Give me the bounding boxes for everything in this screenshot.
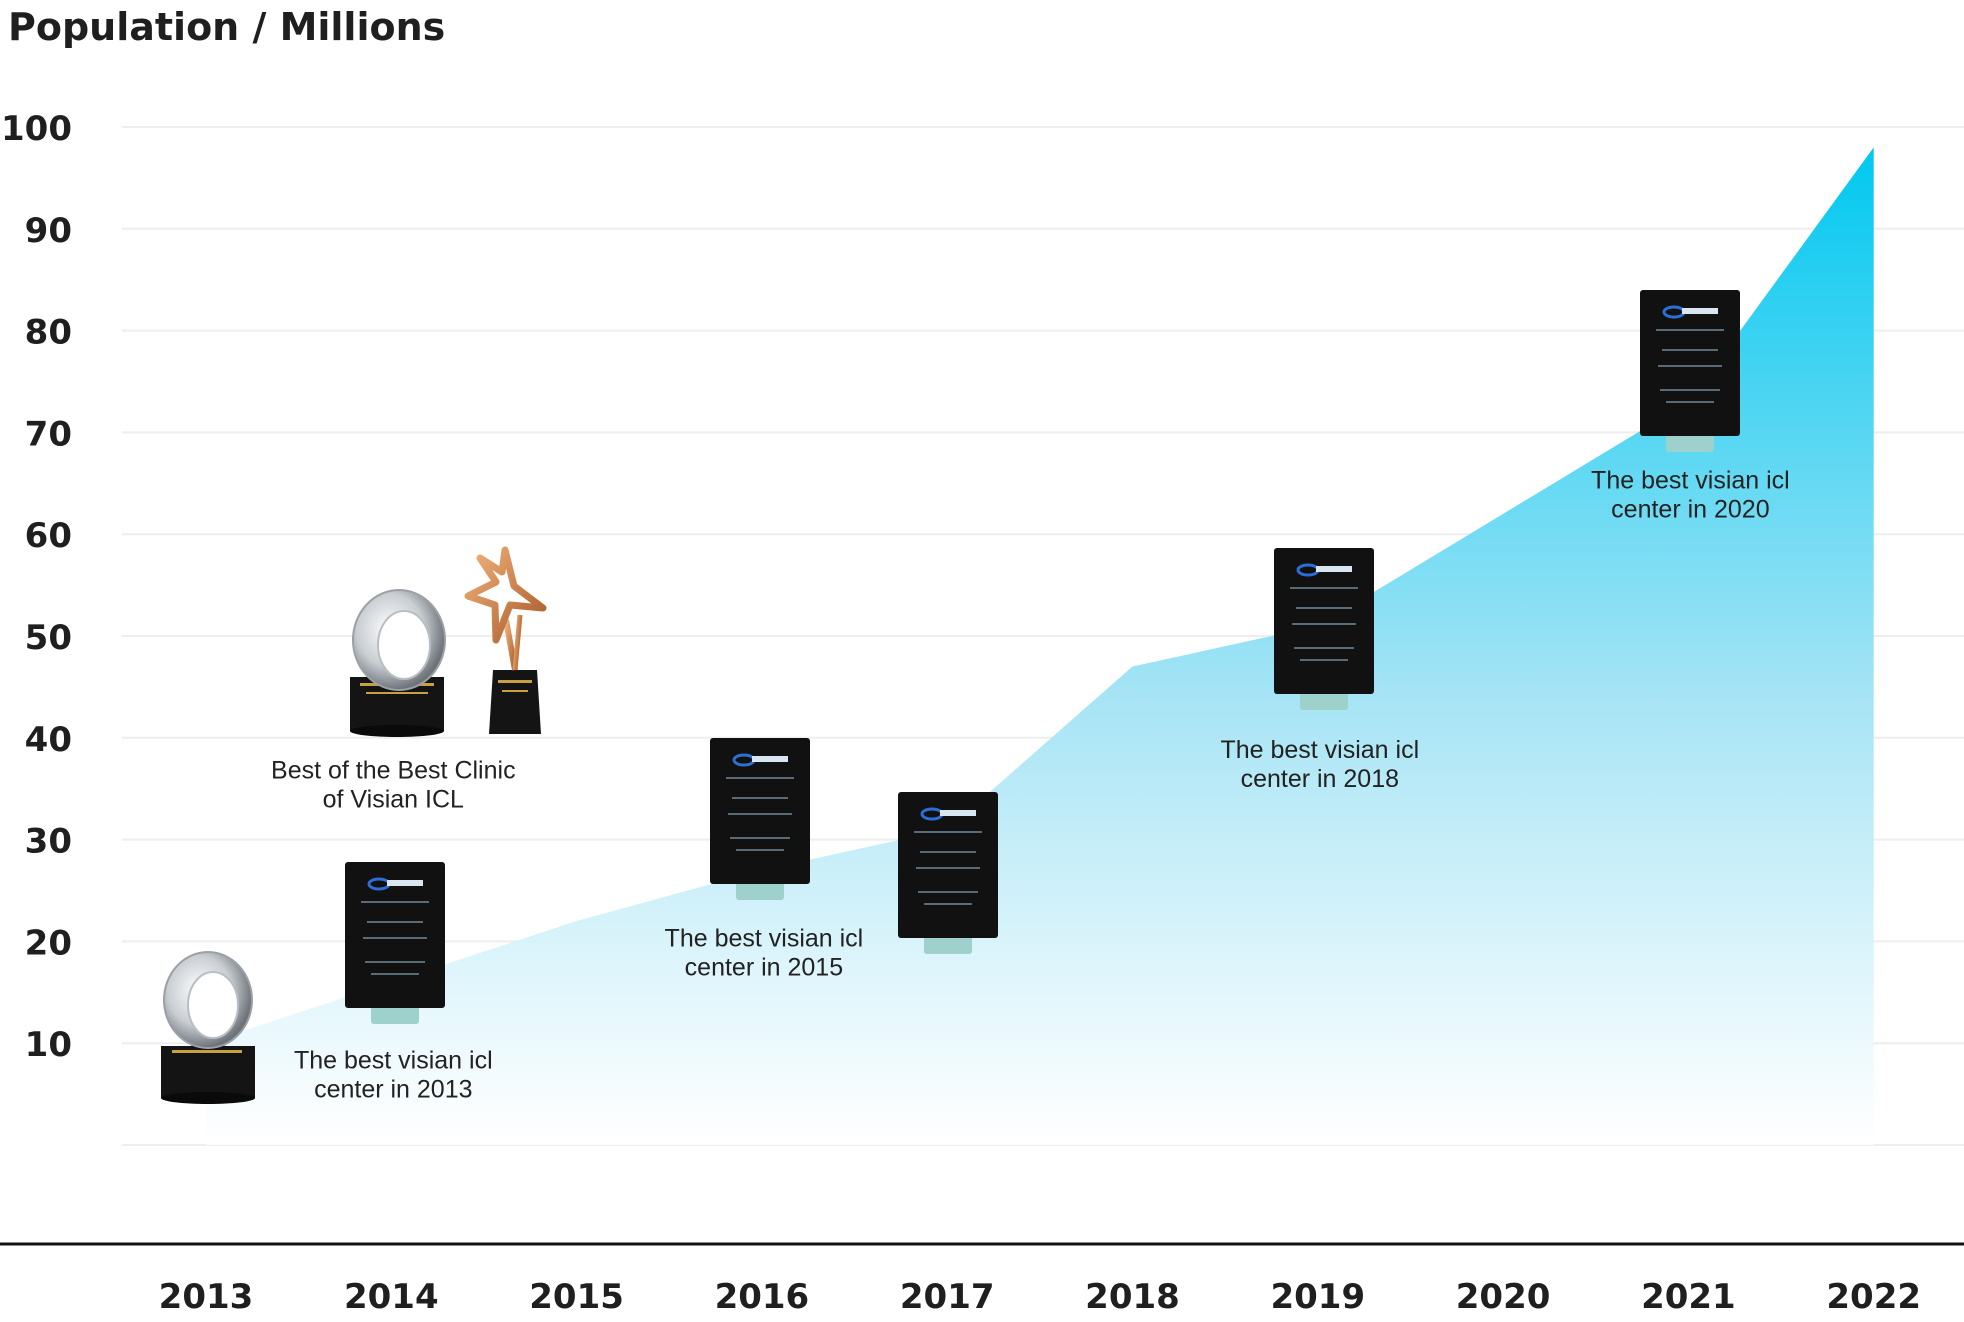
x-tick-2021: 2021: [1641, 1277, 1736, 1317]
y-tick-40: 40: [25, 720, 72, 760]
y-tick-90: 90: [25, 211, 72, 251]
x-tick-2020: 2020: [1456, 1277, 1551, 1317]
data-point-2018: [1131, 665, 1134, 668]
x-axis-ticks: 2013 2014 2015 2016 2017 2018 2019 2020 2021 2022: [159, 1277, 1921, 1317]
x-tick-2018: 2018: [1085, 1277, 1180, 1317]
data-point-2015: [575, 920, 578, 923]
annotation-best-2018: The best visian icl center in 2018: [1220, 736, 1419, 793]
annotation-line: center in 2015: [685, 953, 843, 981]
annotation-best-of-best: Best of the Best Clinic of Visian ICL: [271, 757, 516, 814]
star-trophy-award: [464, 546, 547, 734]
x-tick-2013: 2013: [159, 1277, 254, 1317]
annotation-line: center in 2013: [314, 1076, 472, 1104]
x-tick-2016: 2016: [715, 1277, 810, 1317]
annotation-best-2013: The best visian icl center in 2013: [294, 1047, 493, 1104]
y-tick-20: 20: [25, 923, 72, 963]
annotation-line: of Visian ICL: [323, 786, 464, 814]
plaque-award-2018: [1274, 548, 1374, 710]
y-axis-title: Population / Millions: [8, 5, 445, 49]
annotation-best-2015: The best visian icl center in 2015: [665, 924, 864, 981]
y-tick-30: 30: [25, 822, 72, 862]
plaque-award-2015: [710, 738, 810, 900]
annotation-line: center in 2020: [1611, 495, 1769, 523]
annotation-line: The best visian icl: [294, 1047, 493, 1075]
x-tick-2014: 2014: [344, 1277, 439, 1317]
area-series: [206, 147, 1874, 1146]
plaque-award-2020: [1640, 290, 1740, 452]
annotation-best-2020: The best visian icl center in 2020: [1591, 466, 1790, 523]
data-point-2022: [1872, 146, 1875, 149]
y-tick-60: 60: [25, 516, 72, 556]
y-axis-ticks: 10 20 30 40 50 60 70 80 90 100: [1, 109, 72, 1065]
glass-award-2014: [350, 589, 446, 737]
visian-plaque-awards: [345, 290, 1740, 1024]
annotation-line: The best visian icl: [665, 924, 864, 952]
data-series: [206, 146, 1875, 1146]
y-tick-80: 80: [25, 313, 72, 353]
annotation-line: The best visian icl: [1591, 466, 1790, 494]
y-tick-50: 50: [25, 618, 72, 658]
y-tick-70: 70: [25, 414, 72, 454]
y-tick-100: 100: [1, 109, 72, 149]
glass-award-2013: [161, 951, 255, 1104]
x-tick-2022: 2022: [1826, 1277, 1921, 1317]
annotation-line: The best visian icl: [1220, 736, 1419, 764]
y-tick-10: 10: [25, 1025, 72, 1065]
x-tick-2015: 2015: [529, 1277, 624, 1317]
annotation-line: Best of the Best Clinic: [271, 757, 516, 785]
plaque-award-2013: [345, 862, 445, 1024]
data-point-2020: [1502, 512, 1505, 515]
annotation-line: center in 2018: [1241, 765, 1399, 793]
x-tick-2017: 2017: [900, 1277, 995, 1317]
x-tick-2019: 2019: [1270, 1277, 1365, 1317]
plaque-award-2017: [898, 792, 998, 954]
